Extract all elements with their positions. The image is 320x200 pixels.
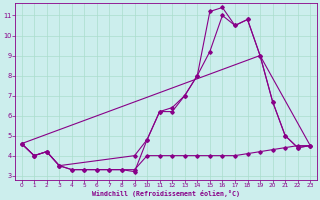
X-axis label: Windchill (Refroidissement éolien,°C): Windchill (Refroidissement éolien,°C) — [92, 190, 240, 197]
